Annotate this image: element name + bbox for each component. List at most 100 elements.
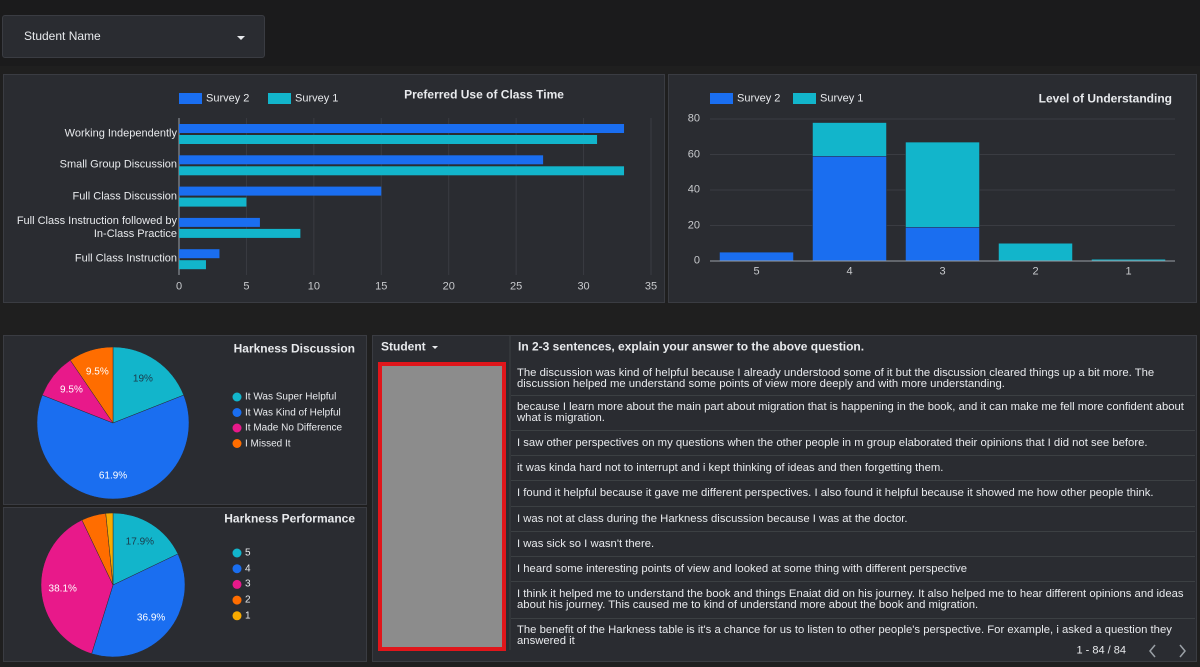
legend-swatch <box>268 93 291 104</box>
legend-dot <box>232 548 242 558</box>
table-row: I think it helped me to understand the b… <box>511 582 1195 619</box>
bar <box>905 227 980 262</box>
bar <box>998 243 1073 262</box>
y-tick-label: Small Group Discussion <box>59 158 177 171</box>
x-tick-label: 3 <box>939 265 946 278</box>
column-header: In 2-3 sentences, explain your answer to… <box>518 339 865 354</box>
y-tick-label: 40 <box>687 183 700 196</box>
slice-label: 36.9% <box>136 612 166 624</box>
y-tick-label: 60 <box>687 148 700 160</box>
legend-label: It Was Kind of Helpful <box>245 407 341 418</box>
table-row: I found it helpful because it gave me di… <box>511 481 1195 507</box>
x-tick-label: 2 <box>1032 265 1039 278</box>
table-row: I was sick so I wasn't there. <box>511 532 1195 557</box>
bar <box>179 166 625 176</box>
x-tick-label: 0 <box>175 280 183 293</box>
pie-slice <box>40 519 114 655</box>
x-tick-label: 4 <box>846 265 853 278</box>
y-tick-label: Full Class Instruction followed by In-Cl… <box>16 214 177 240</box>
slice-label: 9.5% <box>85 366 109 378</box>
legend-label: 1 <box>245 610 251 622</box>
slice-label: 61.9% <box>98 470 128 482</box>
legend-dot <box>232 392 242 402</box>
legend-label: 4 <box>245 563 251 575</box>
legend-label: It Was Super Helpful <box>245 391 337 403</box>
bar <box>812 122 887 157</box>
legend-swatch <box>793 93 816 104</box>
table-row: because I learn more about the main part… <box>511 396 1195 431</box>
dropdown-arrow <box>237 36 245 40</box>
chart-title: Harkness Performance <box>224 511 355 526</box>
legend-label: Survey 2 <box>206 92 250 105</box>
table-row: I saw other perspectives on my questions… <box>511 431 1195 456</box>
y-tick-label: 20 <box>687 219 700 231</box>
pie-slice <box>112 346 185 424</box>
x-tick-label: 10 <box>307 280 320 293</box>
legend-label: I Missed It <box>245 438 291 449</box>
table-row: The benefit of the Harkness table is it'… <box>517 624 1172 646</box>
pie-slice <box>105 512 114 586</box>
pie-slice <box>91 553 186 658</box>
legend-label: Survey 2 <box>737 92 781 105</box>
legend-dot <box>232 564 242 574</box>
y-tick-label: 80 <box>687 112 700 125</box>
x-tick-label: 15 <box>375 280 388 293</box>
legend-dot <box>232 408 242 417</box>
x-tick-label: 5 <box>243 280 250 293</box>
x-tick-label: 35 <box>644 280 658 293</box>
table-row: I heard some interesting points of view … <box>511 557 1195 582</box>
table-row: it was kinda hard not to interrupt and i… <box>511 456 1195 481</box>
slice-label: 19% <box>132 373 153 385</box>
bar <box>179 260 206 270</box>
legend-label: Survey 1 <box>295 92 339 105</box>
slice-label: 17.9% <box>125 536 155 548</box>
slice-label: 38.1% <box>48 583 77 595</box>
y-tick-label: 0 <box>693 254 700 267</box>
legend-swatch <box>179 93 202 104</box>
legend-dot <box>232 439 242 448</box>
y-tick-label: Working Independently <box>64 127 177 140</box>
chart-title: Harkness Discussion <box>233 341 355 356</box>
legend-dot <box>232 611 242 621</box>
filter-label: Student Name <box>24 29 101 43</box>
bar <box>812 156 887 262</box>
y-tick-label: Full Class Instruction <box>74 252 177 265</box>
bar <box>179 249 220 259</box>
bar <box>179 155 544 165</box>
x-tick-label: 25 <box>510 280 523 293</box>
column-header: Student <box>381 339 426 354</box>
legend-swatch <box>710 93 733 104</box>
chart-title: Level of Understanding <box>1038 91 1172 106</box>
legend-label: It Made No Difference <box>245 422 343 434</box>
legend-label: Survey 1 <box>820 92 864 105</box>
table-row: I was not at class during the Harkness d… <box>511 507 1195 532</box>
table-row: The discussion was kind of helpful becau… <box>511 362 1195 396</box>
bar <box>179 217 260 227</box>
legend-dot <box>232 579 242 589</box>
bar <box>179 228 301 238</box>
legend-dot <box>232 423 242 433</box>
bar <box>719 251 794 262</box>
student-filter[interactable]: Student Name <box>2 15 265 58</box>
pie-slice <box>112 512 179 586</box>
pie-slice <box>69 346 114 424</box>
pie-slice <box>36 394 190 500</box>
chart-title: Preferred Use of Class Time <box>404 87 564 102</box>
bar <box>179 197 247 207</box>
bar <box>905 141 980 228</box>
bar <box>179 124 625 133</box>
legend-label: 3 <box>245 578 251 590</box>
x-tick-label: 20 <box>442 280 455 293</box>
x-tick-label: 1 <box>1125 265 1132 278</box>
legend-label: 5 <box>245 547 251 559</box>
slice-label: 9.5% <box>60 384 83 396</box>
bar <box>179 135 598 144</box>
x-tick-label: 5 <box>753 265 760 278</box>
pagination: 1 - 84 / 84 <box>1072 644 1126 658</box>
y-tick-label: Full Class Discussion <box>72 190 177 203</box>
redacted-student-column <box>378 362 506 651</box>
legend-dot <box>232 595 242 605</box>
bar <box>179 186 382 196</box>
